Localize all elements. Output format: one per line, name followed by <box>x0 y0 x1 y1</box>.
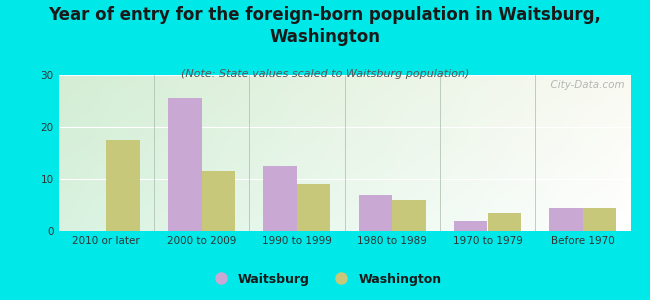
Text: (Note: State values scaled to Waitsburg population): (Note: State values scaled to Waitsburg … <box>181 69 469 79</box>
Bar <box>488 213 521 231</box>
Text: City-Data.com: City-Data.com <box>544 80 625 90</box>
Bar <box>549 208 583 231</box>
Bar <box>202 171 235 231</box>
Bar <box>297 184 330 231</box>
Text: Year of entry for the foreign-born population in Waitsburg,
Washington: Year of entry for the foreign-born popul… <box>49 6 601 46</box>
Bar <box>454 220 488 231</box>
Bar <box>392 200 426 231</box>
Bar <box>263 166 297 231</box>
Bar <box>583 208 616 231</box>
Bar <box>359 195 392 231</box>
Legend: Waitsburg, Washington: Waitsburg, Washington <box>203 268 447 291</box>
Bar <box>168 98 202 231</box>
Bar <box>106 140 140 231</box>
